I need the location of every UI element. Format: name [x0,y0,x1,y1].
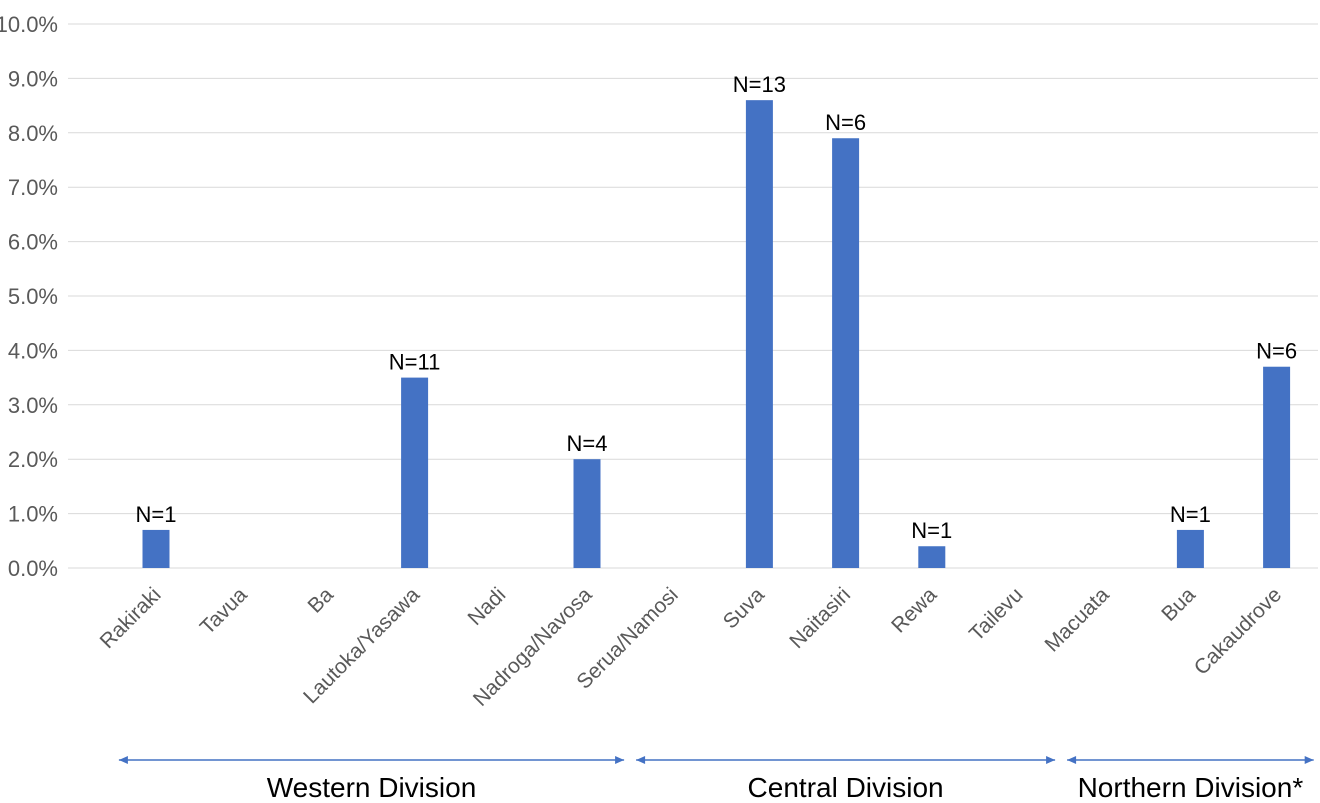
y-tick-label: 4.0% [8,338,58,363]
y-tick-label: 3.0% [8,393,58,418]
x-category-label: Suva [719,583,769,633]
x-category-label: Rewa [887,583,941,637]
arrow-left-icon [1067,756,1077,764]
data-labels: N=1 N=11 N=4 N=13 N=6 N=1 N=1 N=6 [136,72,1298,543]
data-label: N=11 [389,350,441,375]
gridlines [68,23,1318,569]
x-category-label: Bua [1157,583,1200,626]
bar-cakaudrove [1263,366,1291,568]
arrow-right-icon [1046,756,1056,764]
data-label: N=1 [911,518,952,543]
y-tick-label: 2.0% [8,447,58,472]
arrow-left-icon [118,756,128,764]
division-brackets: Western Division Central Division Northern… [118,756,1314,803]
x-category-label: Rakiraki [96,583,166,653]
data-label: N=1 [1170,502,1211,527]
division-bracket: Central Division [636,756,1056,803]
y-axis-ticks: 0.0% 1.0% 2.0% 3.0% 4.0% 5.0% 6.0% 7.0% 8.0% 9.0%… [0,12,58,581]
division-bracket: Western Division [118,756,625,803]
y-tick-label: 7.0% [8,175,58,200]
x-category-label: Nadi [464,583,511,630]
arrow-right-icon [1304,756,1314,764]
bars [142,100,1291,569]
bar-bua [1176,529,1204,568]
data-label: N=4 [567,431,608,456]
y-tick-label: 10.0% [0,12,58,37]
bar-nadroga-navosa [573,459,601,568]
bar-naitasiri [832,138,860,569]
y-tick-label: 5.0% [8,284,58,309]
x-category-label: Macuata [1041,583,1114,656]
bar-suva [745,100,773,568]
x-category-label: Ba [304,583,339,618]
x-category-label: Tailevu [965,583,1027,645]
data-label: N=6 [1256,339,1297,364]
division-label: Northern Division* [1078,772,1304,803]
x-category-label: Tavua [196,583,252,639]
bar-lautoka-yasawa [401,377,429,568]
x-category-label: Naitasiri [785,583,855,653]
data-label: N=6 [825,110,866,135]
division-label: Western Division [267,772,477,803]
division-bracket: Northern Division* [1067,756,1314,803]
y-tick-label: 9.0% [8,66,58,91]
y-tick-label: 6.0% [8,230,58,255]
bar-rakiraki [142,529,170,568]
data-label: N=13 [733,72,786,97]
y-tick-label: 0.0% [8,556,58,581]
x-category-label: Cakaudrove [1190,583,1286,679]
arrow-right-icon [615,756,625,764]
bar-rewa [918,546,946,568]
data-label: N=1 [136,502,177,527]
y-tick-label: 8.0% [8,121,58,146]
y-tick-label: 1.0% [8,502,58,527]
division-label: Central Division [748,772,944,803]
arrow-left-icon [636,756,646,764]
